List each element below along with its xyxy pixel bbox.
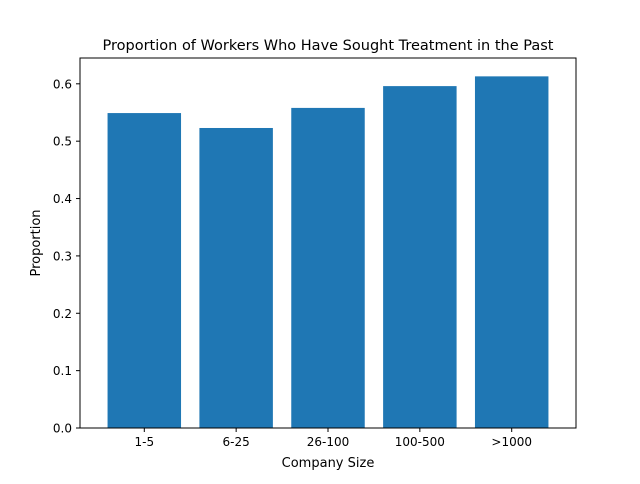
y-tick-label: 0.3 — [53, 249, 72, 263]
y-tick-label: 0.5 — [53, 135, 72, 149]
y-tick-label: 0.6 — [53, 77, 72, 91]
plot-frame — [79, 57, 577, 429]
chart-title: Proportion of Workers Who Have Sought Tr… — [103, 38, 554, 54]
bars-group — [107, 76, 549, 429]
y-axis-label: Proportion — [29, 209, 44, 276]
y-tick-label: 0.4 — [53, 192, 72, 206]
x-tick-label: >1000 — [491, 435, 532, 449]
bar-6-25 — [199, 127, 273, 428]
bar-100-500 — [383, 86, 457, 429]
x-tick-label: 100-500 — [395, 435, 445, 449]
x-tick-label: 26-100 — [307, 435, 350, 449]
bar-26-100 — [291, 107, 365, 428]
y-axis: 0.0 0.1 0.2 0.3 0.4 0.5 0.6 — [53, 77, 80, 436]
bar-1-5 — [107, 113, 182, 429]
x-tick-label: 6-25 — [223, 435, 250, 449]
x-axis-label: Company Size — [282, 456, 375, 471]
y-tick-label: 0.0 — [53, 422, 72, 436]
y-tick-label: 0.1 — [53, 364, 72, 378]
x-axis: 1-5 6-25 26-100 100-500 >1000 — [134, 428, 532, 449]
x-tick-label: 1-5 — [134, 435, 154, 449]
y-tick-label: 0.2 — [53, 307, 72, 321]
bar->1000 — [474, 76, 549, 428]
